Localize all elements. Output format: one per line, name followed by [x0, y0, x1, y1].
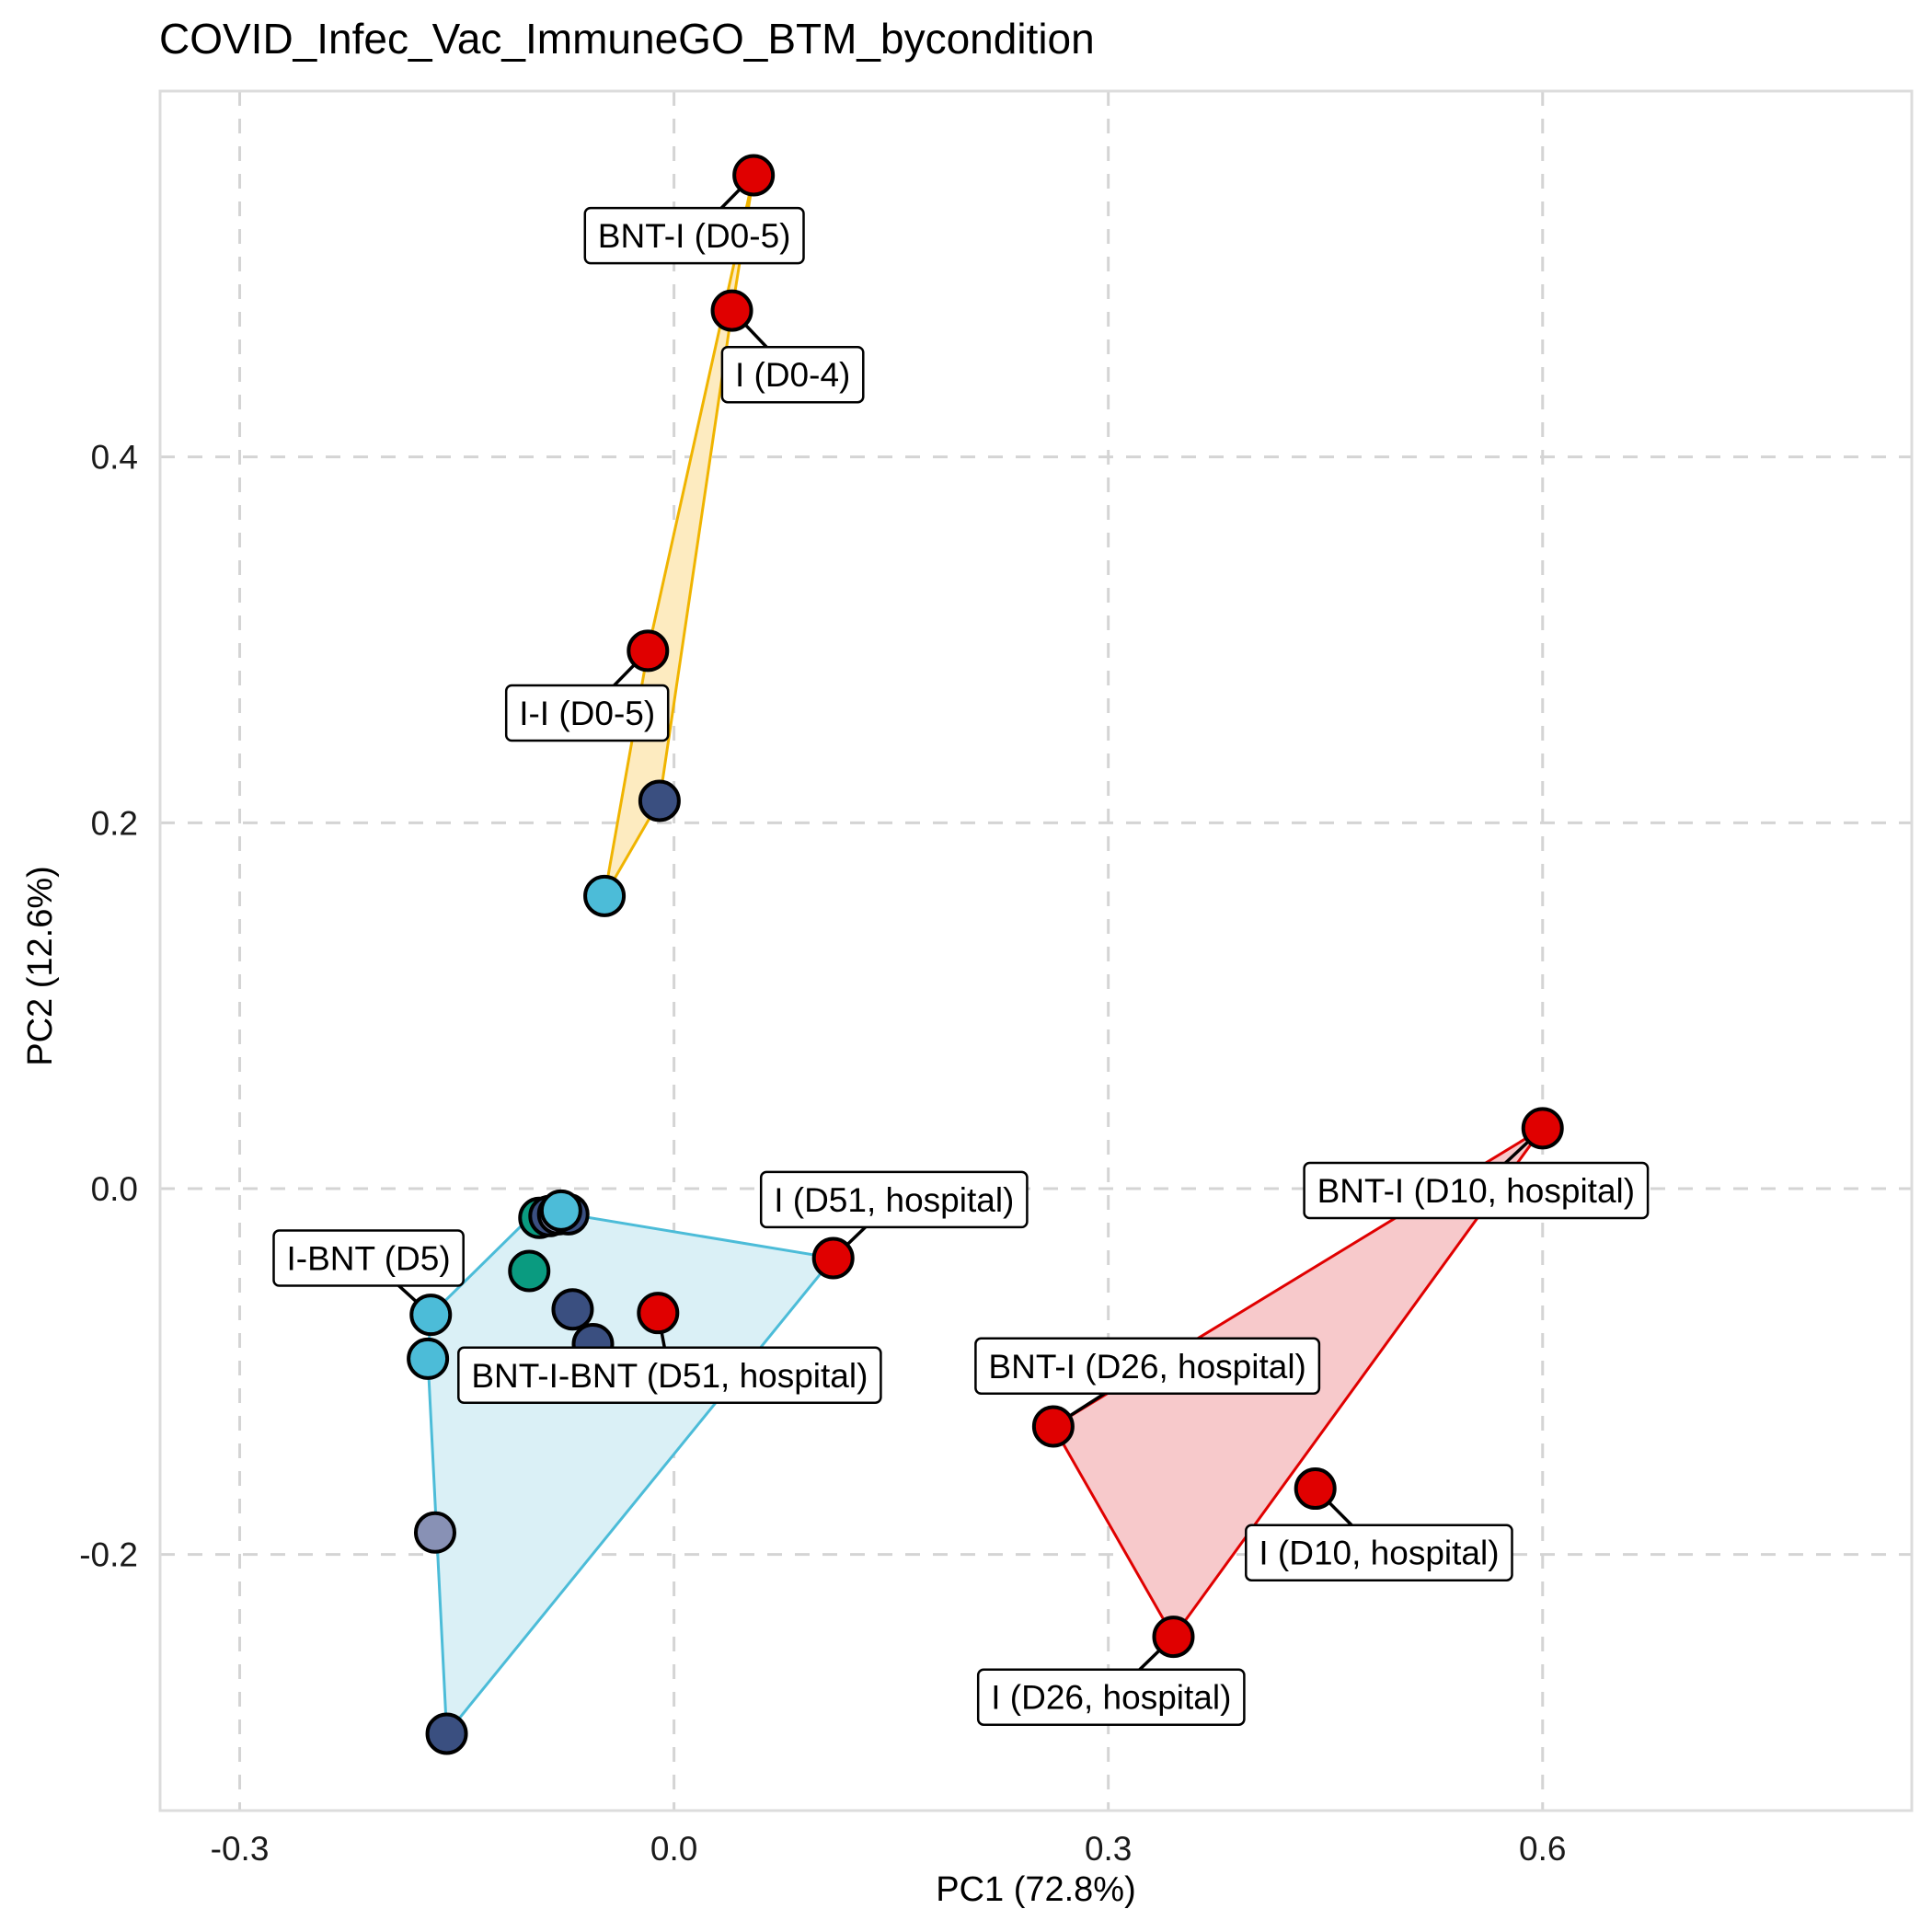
point-label: BNT-I (D0-5) — [583, 206, 805, 265]
hull-layer — [426, 175, 1544, 1738]
x-tick-label: 0.0 — [650, 1830, 697, 1868]
point-label: BNT-I-BNT (D51, hospital) — [457, 1346, 882, 1405]
point-label-box — [1245, 1524, 1513, 1581]
point-label: BNT-I (D26, hospital) — [974, 1337, 1321, 1396]
point-label-box — [504, 684, 670, 742]
data-point — [425, 1712, 468, 1755]
point-label-text: BNT-I (D0-5) — [598, 217, 791, 255]
group-hull — [426, 1213, 836, 1738]
x-tick-label: -0.3 — [211, 1830, 270, 1868]
point-label-box — [720, 345, 865, 404]
point-label: BNT-I (D10, hospital) — [1303, 1161, 1650, 1220]
y-tick-label: 0.0 — [91, 1170, 138, 1208]
y-tick-label: 0.4 — [91, 439, 138, 477]
data-point — [539, 1189, 582, 1232]
point-label: I (D26, hospital) — [976, 1668, 1246, 1726]
point-label-text: I (D26, hospital) — [991, 1679, 1231, 1717]
point-label-text: BNT-I (D26, hospital) — [988, 1348, 1305, 1386]
point-label-text: I (D0-4) — [735, 356, 850, 394]
data-point — [1294, 1467, 1337, 1511]
data-point — [407, 1337, 450, 1380]
x-tick-label: 0.3 — [1085, 1830, 1132, 1868]
point-label-box — [1303, 1161, 1650, 1220]
group-hull — [603, 175, 755, 897]
data-point — [413, 1511, 456, 1554]
point-label: I-BNT (D5) — [272, 1229, 465, 1287]
point-label-box — [583, 206, 805, 265]
data-point — [1521, 1107, 1564, 1150]
data-point — [551, 1288, 594, 1331]
point-label-text: I-I (D0-5) — [519, 695, 655, 732]
point-label-box — [457, 1346, 882, 1405]
data-point — [627, 629, 670, 673]
point-label-text: I-BNT (D5) — [287, 1240, 451, 1278]
point-label-text: I (D51, hospital) — [774, 1181, 1014, 1219]
x-axis-ticks: -0.3 0.0 0.3 0.6 — [211, 1830, 1567, 1868]
data-point — [409, 1294, 453, 1337]
data-point — [508, 1249, 551, 1293]
point-label: I (D10, hospital) — [1245, 1524, 1513, 1581]
point-label-text: BNT-I (D10, hospital) — [1317, 1172, 1635, 1210]
y-axis-title: PC2 (12.6%) — [21, 866, 60, 1066]
point-label-box — [974, 1337, 1321, 1396]
data-point — [732, 154, 776, 197]
x-tick-label: 0.6 — [1519, 1830, 1566, 1868]
point-label: I-I (D0-5) — [504, 684, 670, 742]
data-point — [1152, 1616, 1195, 1659]
point-label-text: BNT-I-BNT (D51, hospital) — [471, 1357, 868, 1395]
data-point — [583, 874, 627, 917]
plot-panel-border — [158, 89, 1914, 1812]
data-point — [638, 779, 681, 822]
point-label: I (D0-4) — [720, 345, 865, 404]
grid-lines — [160, 91, 1912, 1811]
y-tick-label: -0.2 — [79, 1536, 138, 1574]
data-point — [710, 289, 753, 332]
x-axis-title: PC1 (72.8%) — [936, 1870, 1136, 1909]
y-tick-label: 0.2 — [91, 804, 138, 842]
label-layer: BNT-I (D0-5) I (D0-4) I-I (D0-5) I (D51, ho… — [272, 206, 1650, 1726]
point-label-box — [976, 1668, 1246, 1726]
point-label-text: I (D10, hospital) — [1259, 1535, 1499, 1572]
point-label-box — [759, 1170, 1029, 1229]
chart-title: COVID_Infec_Vac_ImmuneGO_BTM_bycondition — [159, 15, 1095, 63]
y-axis-ticks: -0.2 0.0 0.2 0.4 — [79, 439, 138, 1574]
point-label-box — [272, 1229, 465, 1287]
data-point — [811, 1236, 855, 1280]
point-label: I (D51, hospital) — [759, 1170, 1029, 1229]
data-point — [1031, 1405, 1075, 1448]
data-point — [637, 1292, 680, 1335]
